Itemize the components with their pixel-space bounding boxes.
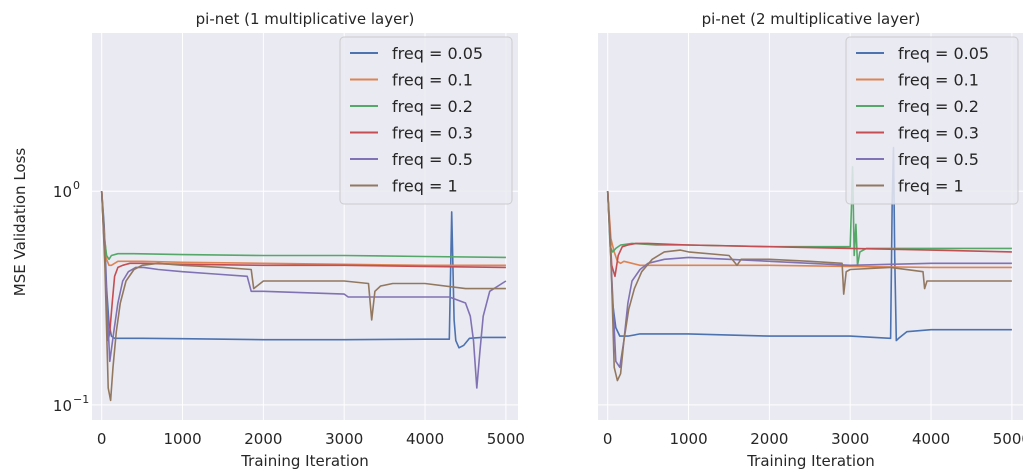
- series-line-6: [100, 191, 506, 402]
- series-group: [100, 191, 507, 402]
- chart-title: pi-net (2 multiplicative layer): [702, 10, 921, 28]
- legend-label: freq = 0.3: [392, 124, 473, 143]
- legend-item: freq = 0.5: [856, 150, 979, 169]
- legend-item: freq = 0.2: [350, 97, 473, 116]
- x-axis-label: Training Iteration: [240, 452, 369, 470]
- legend-label: freq = 0.5: [898, 150, 979, 169]
- series-line-2: [100, 191, 506, 267]
- legend-item: freq = 0.1: [350, 71, 473, 90]
- y-tick-exponent: −1: [73, 393, 89, 406]
- y-axis-label: MSE Validation Loss: [11, 148, 29, 297]
- series-line-3: [606, 166, 1012, 267]
- legend: freq = 0.05 freq = 0.1 freq = 0.2 freq = 0.…: [845, 36, 1019, 205]
- legend-label: freq = 0.2: [898, 97, 979, 116]
- legend-label: freq = 0.05: [898, 44, 989, 63]
- legend-label: freq = 0.3: [898, 124, 979, 143]
- y-tick-label: 10: [53, 183, 72, 201]
- legend-item: freq = 0.3: [856, 124, 979, 143]
- legend-item: freq = 1: [350, 177, 458, 196]
- series-line-5: [606, 191, 1012, 369]
- legend-item: freq = 0.05: [350, 44, 483, 63]
- x-axis-label: Training Iteration: [746, 452, 875, 470]
- x-tick-label: 0: [603, 430, 613, 448]
- legend-item: freq = 0.05: [856, 44, 989, 63]
- chart-panel-2: pi-net (2 multiplicative layer) 0 1000 2000…: [598, 10, 1023, 470]
- legend-box: [845, 36, 1019, 205]
- legend-box: [339, 36, 513, 205]
- x-tick-label: 5000: [487, 430, 525, 448]
- y-tick-exponent: 0: [73, 179, 80, 192]
- legend-label: freq = 1: [898, 177, 964, 196]
- legend-label: freq = 0.2: [392, 97, 473, 116]
- legend-label: freq = 0.05: [392, 44, 483, 63]
- legend-item: freq = 1: [856, 177, 964, 196]
- legend-label: freq = 1: [392, 177, 458, 196]
- series-line-1: [100, 191, 506, 349]
- y-tick-label: 10: [53, 397, 72, 415]
- x-tick-label: 2000: [244, 430, 282, 448]
- legend-label: freq = 0.1: [898, 71, 979, 90]
- series-line-1: [606, 146, 1012, 342]
- legend-label: freq = 0.1: [392, 71, 473, 90]
- x-tick-label: 4000: [912, 430, 950, 448]
- legend-item: freq = 0.5: [350, 150, 473, 169]
- series-line-4: [606, 191, 1012, 278]
- legend-label: freq = 0.5: [392, 150, 473, 169]
- x-tick-label: 3000: [325, 430, 363, 448]
- legend-item: freq = 0.3: [350, 124, 473, 143]
- x-tick-label: 4000: [406, 430, 444, 448]
- x-tick-label: 0: [97, 430, 107, 448]
- x-tick-label: 3000: [831, 430, 869, 448]
- legend: freq = 0.05 freq = 0.1 freq = 0.2 freq = 0.…: [339, 36, 513, 205]
- legend-item: freq = 0.2: [856, 97, 979, 116]
- series-group: [606, 146, 1012, 382]
- legend-item: freq = 0.1: [856, 71, 979, 90]
- chart-panel-1: pi-net (1 multiplicative layer) 0 1000 2000…: [53, 10, 525, 470]
- series-line-5: [100, 191, 507, 389]
- x-tick-label: 1000: [669, 430, 707, 448]
- series-line-2: [606, 191, 1012, 269]
- x-tick-label: 2000: [750, 430, 788, 448]
- x-tick-label: 1000: [163, 430, 201, 448]
- series-line-3: [100, 191, 506, 261]
- chart-title: pi-net (1 multiplicative layer): [196, 10, 415, 28]
- series-line-6: [606, 191, 1012, 382]
- x-tick-label: 5000: [993, 430, 1023, 448]
